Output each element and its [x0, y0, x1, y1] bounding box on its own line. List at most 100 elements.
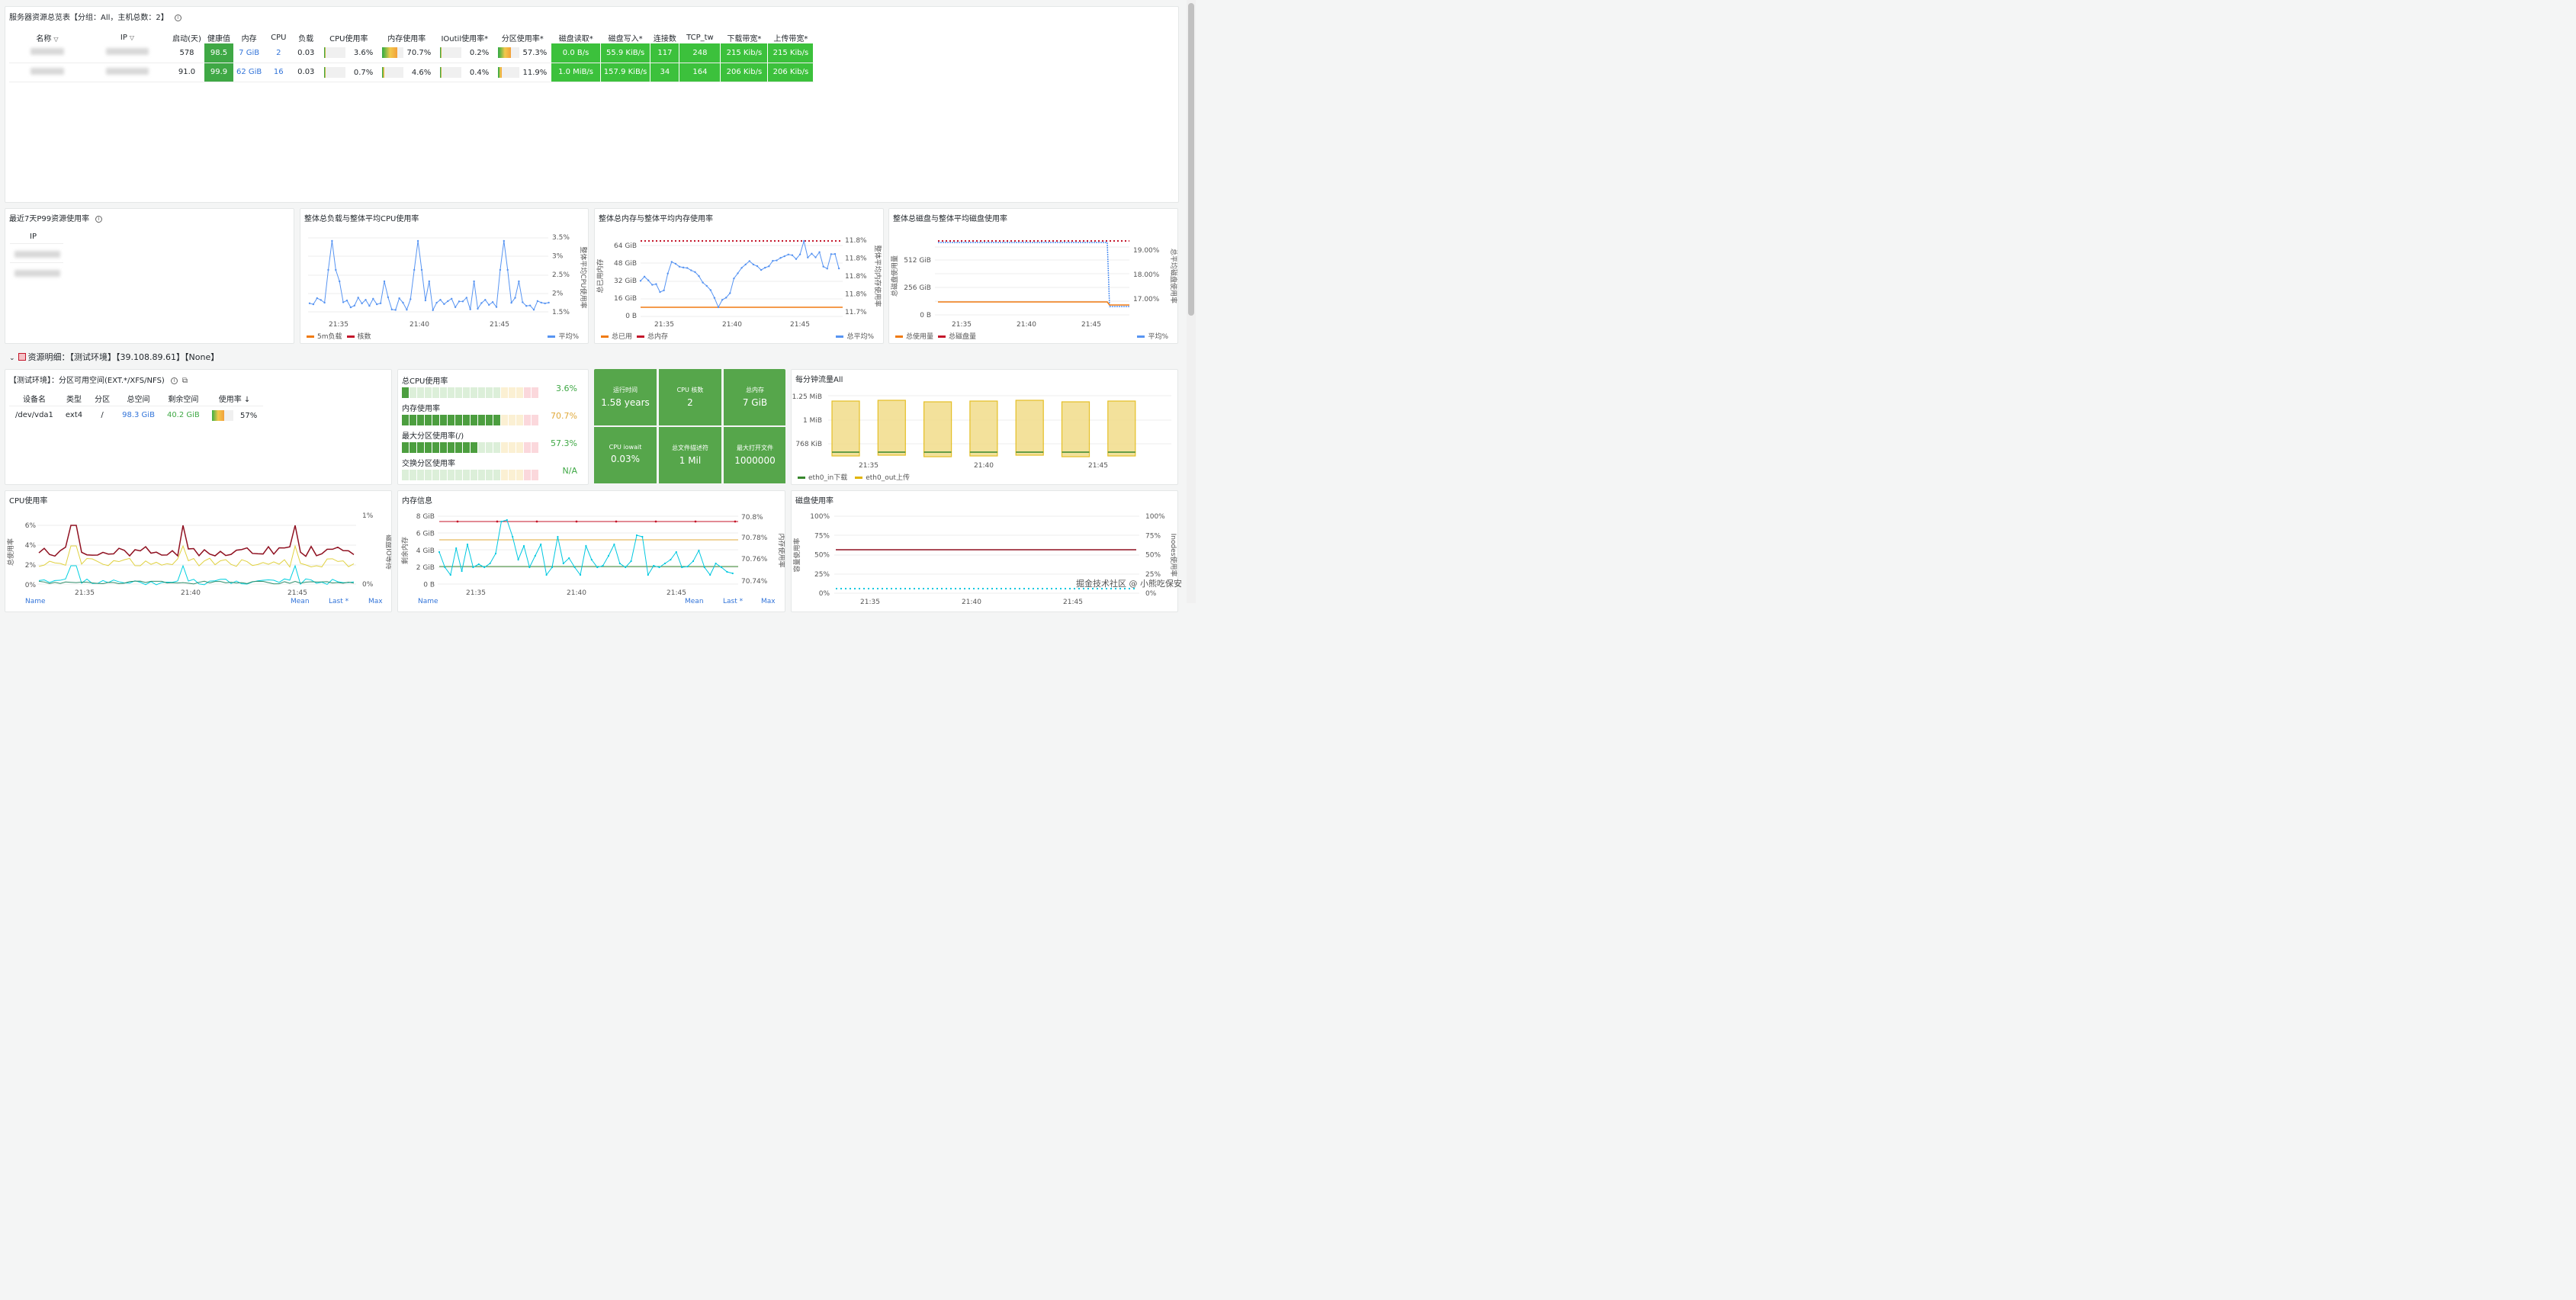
data-point	[473, 280, 475, 283]
gauge-segment	[402, 387, 409, 398]
column-header[interactable]: 设备名	[22, 396, 46, 404]
x-tick: 21:45	[666, 589, 686, 597]
y-tick: 1.25 MiB	[792, 393, 822, 401]
column-header[interactable]: CPU	[271, 33, 287, 42]
data-point	[361, 302, 363, 305]
stat-tile: CPU 核数 2	[659, 369, 721, 425]
diskuse-title: 磁盘使用率	[795, 497, 834, 506]
y-tick: 70.76%	[741, 556, 768, 563]
disk-title: 整体总磁盘与整体平均磁盘使用率	[893, 215, 1007, 223]
gauge-segment	[417, 470, 424, 480]
data-point	[756, 265, 759, 268]
data-point	[420, 268, 423, 271]
y-axis-label: 总平均磁盘使用率	[1169, 249, 1178, 303]
masked-name	[31, 67, 64, 75]
traffic-panel: 每分钟流量All 1.25 MiB 1 MiB 768 KiB 21:35 21:40 2…	[791, 369, 1178, 485]
column-header[interactable]: 负载	[298, 34, 314, 43]
info-icon[interactable]: i	[174, 14, 181, 21]
usage-bar	[382, 66, 404, 78]
column-header[interactable]: 分区使用率*	[501, 34, 544, 43]
y-tick: 18.00%	[1133, 271, 1160, 279]
disk-legend-right: 平均%	[1137, 331, 1168, 341]
y-tick: 2%	[552, 290, 564, 298]
y-tick: 1.5%	[552, 309, 570, 316]
dashboard-icon	[18, 353, 26, 361]
data-point	[383, 280, 386, 283]
column-header[interactable]: 类型	[66, 396, 82, 404]
data-point	[573, 566, 576, 569]
data-point	[575, 520, 578, 523]
gauge-segment	[432, 470, 439, 480]
data-point	[726, 570, 728, 573]
data-point	[579, 573, 582, 576]
column-header[interactable]: 分区	[95, 396, 111, 404]
y-axis-label: 磁盘IO等待	[384, 534, 392, 570]
bar	[1061, 401, 1090, 457]
y-tick: 100%	[1145, 513, 1165, 521]
data-point	[613, 543, 615, 546]
section-header[interactable]: ⌄ 资源明细：【测试环境】【39.108.89.61】【None】	[9, 352, 220, 362]
gauge-segment	[509, 470, 516, 480]
gauge-row: 最大分区使用率(/) 57.3%	[402, 429, 585, 455]
gauge-segment	[532, 442, 538, 453]
column-header[interactable]: 内存使用率	[387, 34, 426, 43]
p99-ip-header[interactable]: IP	[30, 233, 37, 241]
table-row[interactable]: 91.0 99.9 62 GiB 16 0.03 0.7% 4.6% 0.4% 11.9% 1.0…	[9, 63, 814, 82]
data-point	[398, 297, 400, 300]
column-header[interactable]: 下载带宽*	[727, 34, 762, 43]
external-link-icon[interactable]: ⧉	[181, 377, 188, 385]
data-point	[795, 258, 798, 260]
data-point	[489, 562, 491, 565]
data-point	[522, 544, 525, 547]
data-point	[413, 268, 416, 271]
column-header[interactable]: 名称 ▽	[36, 34, 59, 43]
data-point	[402, 301, 404, 304]
column-header[interactable]: 上传带宽*	[773, 34, 808, 43]
table-row[interactable]: 578 98.5 7 GiB 2 0.03 3.6% 70.7% 0.2% 57.3% 0.0 B…	[9, 43, 814, 63]
gauge-segment	[501, 470, 508, 480]
y-tick: 6%	[25, 522, 37, 530]
meminfo-panel: 内存信息 8 GiB 6 GiB 4 GiB 2 GiB 0 B 70.8% 70.78% 7…	[397, 490, 785, 612]
scrollbar[interactable]	[1187, 0, 1196, 603]
column-header[interactable]: 启动(天)	[172, 34, 201, 43]
y-axis-label: 剩余内存	[400, 537, 410, 564]
info-icon[interactable]: i	[170, 377, 178, 384]
gauge-segment	[471, 415, 477, 425]
info-icon[interactable]: i	[95, 216, 103, 223]
column-header[interactable]: 使用率 ↓	[218, 396, 251, 404]
data-point	[702, 281, 704, 284]
y-tick: 0%	[25, 582, 37, 589]
data-point	[432, 309, 434, 311]
y-tick: 11.8%	[845, 237, 867, 245]
column-header[interactable]: 磁盘读取*	[558, 34, 593, 43]
column-header[interactable]: 连接数	[653, 34, 676, 43]
data-point	[694, 520, 697, 523]
data-point	[760, 268, 763, 271]
filter-icon[interactable]: ▽	[53, 35, 59, 43]
y-tick: 25%	[814, 571, 830, 579]
column-header[interactable]: 内存	[241, 34, 257, 43]
data-point	[477, 563, 480, 566]
usage-bar	[324, 47, 346, 59]
stat-tile: 最大打开文件 1000000	[724, 427, 785, 483]
y-tick: 0%	[819, 590, 830, 598]
column-header[interactable]: 总空间	[127, 396, 150, 404]
column-header[interactable]: TCP_tw	[686, 33, 714, 42]
chevron-down-icon[interactable]: ⌄	[9, 355, 15, 362]
column-header[interactable]: 健康值	[207, 34, 230, 43]
column-header[interactable]: 磁盘写入*	[608, 34, 643, 43]
gauge-segment	[493, 415, 500, 425]
data-point	[690, 269, 692, 271]
bar	[969, 400, 998, 457]
column-header[interactable]: IP ▽	[120, 33, 135, 42]
y-tick: 11.8%	[845, 255, 867, 263]
y-tick: 100%	[810, 513, 830, 521]
scrollbar-thumb[interactable]	[1188, 3, 1194, 316]
column-header[interactable]: CPU使用率	[329, 34, 368, 43]
data-point	[834, 252, 837, 255]
filter-icon[interactable]: ▽	[129, 34, 135, 41]
column-header[interactable]: 剩余空间	[168, 396, 199, 404]
masked-ip	[106, 48, 149, 56]
column-header[interactable]: IOutil使用率*	[441, 34, 489, 43]
gauge-segment	[410, 442, 416, 453]
